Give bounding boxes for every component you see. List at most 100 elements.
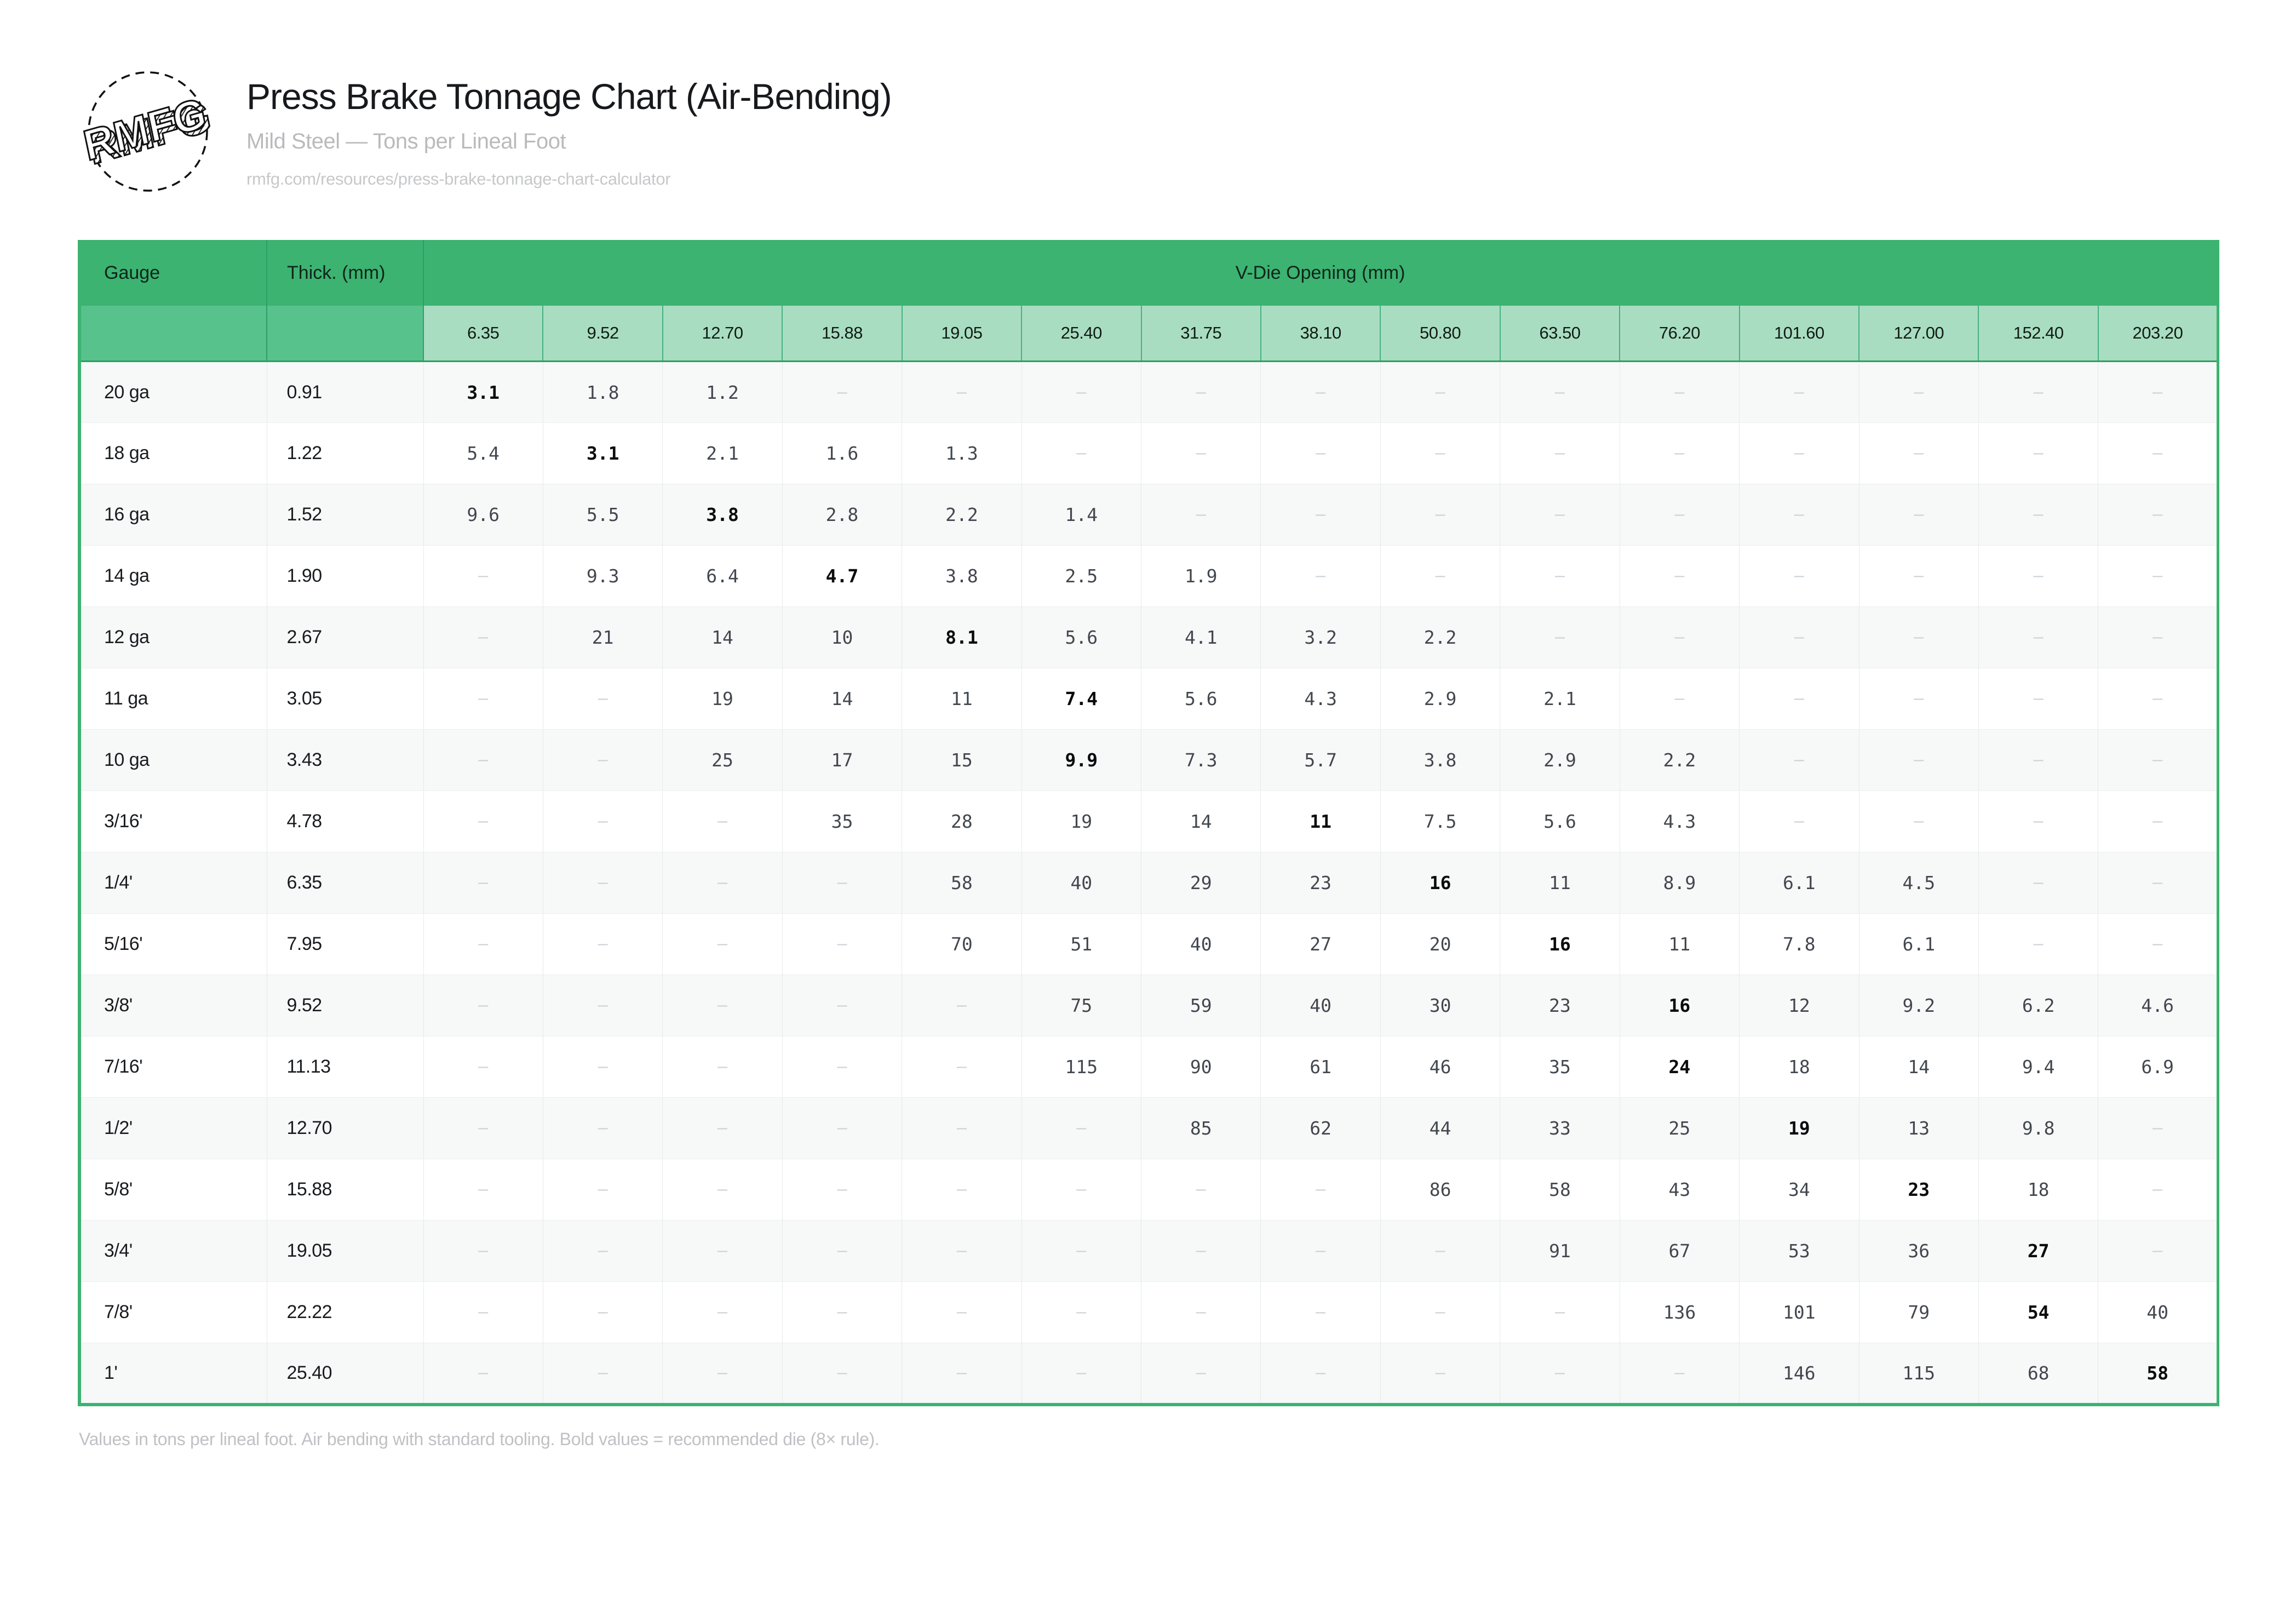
tonnage-cell: 8.9 <box>1620 852 1740 914</box>
tonnage-cell-empty: – <box>1739 422 1859 484</box>
tonnage-cell: 51 <box>1021 913 1142 975</box>
tonnage-cell: 5.6 <box>1141 668 1261 730</box>
tonnage-cell: 4.3 <box>1260 668 1381 730</box>
page-url: rmfg.com/resources/press-brake-tonnage-c… <box>246 169 671 188</box>
tonnage-cell: 5.6 <box>1500 790 1620 852</box>
tonnage-cell-empty: – <box>1739 545 1859 607</box>
tonnage-cell: 53 <box>1739 1220 1859 1282</box>
tonnage-cell-empty: – <box>2098 668 2218 730</box>
table-body: 20 ga 0.91 3.1 1.8 1.2– – – – – – – – – – – –18 ga 1.22 5… <box>79 361 2218 1405</box>
tonnage-cell-empty: – <box>1978 484 2099 546</box>
tonnage-cell-empty: – <box>2152 382 2163 402</box>
thickness-cell: 1.52 <box>267 484 424 546</box>
tonnage-cell-empty: – <box>1141 422 1261 484</box>
tonnage-cell: 5.6 <box>1021 606 1142 668</box>
tonnage-cell-empty: – <box>2098 606 2218 668</box>
tonnage-cell-empty: – <box>1260 361 1381 423</box>
tonnage-cell-empty: – <box>902 1097 1022 1159</box>
tonnage-cell-empty: – <box>1859 606 1979 668</box>
tonnage-cell: 7.8 <box>1739 913 1859 975</box>
tonnage-cell: 23 <box>1260 852 1381 914</box>
tonnage-cell-empty: – <box>423 1281 543 1343</box>
tonnage-cell-recommended: 7.4 <box>1021 668 1142 730</box>
tonnage-cell: 44 <box>1380 1097 1501 1159</box>
tonnage-cell-empty: – <box>1260 1281 1381 1343</box>
tonnage-cell-recommended: 9.9 <box>1021 729 1142 791</box>
tonnage-cell: 9.3 <box>543 545 663 607</box>
tonnage-cell-empty: – <box>543 1343 663 1405</box>
tonnage-cell: 40 <box>1141 913 1261 975</box>
tonnage-cell: 2.5 <box>1021 545 1142 607</box>
table-row: 1' 25.40– – – – – – – – – – –146 115 68 58 <box>79 1343 2218 1405</box>
tonnage-cell-empty: – <box>2098 545 2218 607</box>
tonnage-cell-empty: – <box>543 1159 663 1221</box>
tonnage-cell: 1.9 <box>1141 545 1261 607</box>
tonnage-cell-empty: – <box>902 361 1022 423</box>
tonnage-cell-empty: – <box>1978 606 2099 668</box>
tonnage-cell: 2.9 <box>1500 729 1620 791</box>
tonnage-cell: 4.3 <box>1620 790 1740 852</box>
table-row: 18 ga 1.22 5.4 3.1 2.1 1.6 1.3– – – – – – – – – – <box>79 422 2218 484</box>
title-block: Press Brake Tonnage Chart (Air-Bending) … <box>246 61 892 189</box>
tonnage-cell-recommended: 19 <box>1739 1097 1859 1159</box>
tonnage-cell-empty: – <box>1021 361 1142 423</box>
footnote: Values in tons per lineal foot. Air bend… <box>79 1429 880 1449</box>
tonnage-cell: 4.5 <box>1859 852 1979 914</box>
tonnage-cell-empty: – <box>1260 422 1381 484</box>
tonnage-cell-empty: – <box>902 1159 1022 1221</box>
thickness-cell: 1.90 <box>267 545 424 607</box>
tonnage-cell: 11 <box>1620 913 1740 975</box>
thickness-cell: 19.05 <box>267 1220 424 1282</box>
gauge-cell: 20 ga <box>79 361 267 423</box>
tonnage-cell: 23 <box>1500 975 1620 1036</box>
tonnage-cell-empty: – <box>543 1220 663 1282</box>
tonnage-cell: 115 <box>1021 1036 1142 1098</box>
tonnage-cell-empty: – <box>2098 913 2218 975</box>
tonnage-cell: 35 <box>1500 1036 1620 1098</box>
tonnage-cell: 33 <box>1500 1097 1620 1159</box>
tonnage-cell-recommended: 16 <box>1500 913 1620 975</box>
table-row: 14 ga 1.90–9.3 6.4 4.7 3.8 2.5 1.9– – – – – – – – <box>79 545 2218 607</box>
tonnage-cell: 62 <box>1260 1097 1381 1159</box>
tonnage-cell: 43 <box>1620 1159 1740 1221</box>
tonnage-cell-empty: – <box>662 1159 783 1221</box>
tonnage-cell-empty: – <box>1859 361 1979 423</box>
tonnage-cell-empty: – <box>662 975 783 1036</box>
tonnage-cell-empty: – <box>1620 422 1740 484</box>
tonnage-cell: 70 <box>902 913 1022 975</box>
tonnage-cell-recommended: 16 <box>1380 852 1501 914</box>
tonnage-cell: 85 <box>1141 1097 1261 1159</box>
thickness-cell: 25.40 <box>267 1343 424 1405</box>
die-opening-header: 12.70 <box>662 306 783 362</box>
tonnage-cell-empty: – <box>1739 790 1859 852</box>
tonnage-cell-empty: – <box>423 1036 543 1098</box>
die-opening-header: 31.75 <box>1141 306 1261 362</box>
die-opening-header: 101.60 <box>1739 306 1860 362</box>
tonnage-cell-empty: – <box>1859 484 1979 546</box>
gauge-cell: 1/2' <box>79 1097 267 1159</box>
tonnage-cell-empty: – <box>1021 1281 1142 1343</box>
tonnage-cell: 11 <box>1500 852 1620 914</box>
tonnage-cell: 58 <box>1500 1159 1620 1221</box>
tonnage-cell: 5.5 <box>543 484 663 546</box>
tonnage-cell-empty: – <box>1021 1159 1142 1221</box>
tonnage-cell-empty: – <box>2098 484 2218 546</box>
gauge-cell: 5/16' <box>79 913 267 975</box>
tonnage-cell: 1.6 <box>782 422 903 484</box>
tonnage-cell-empty: – <box>782 1159 903 1221</box>
tonnage-cell: 91 <box>1500 1220 1620 1282</box>
tonnage-cell-recommended: 54 <box>1978 1281 2099 1343</box>
doc-header: RMFG RMFG Press Brake Tonnage Chart (Air… <box>0 0 2296 202</box>
tonnage-cell-empty: – <box>1859 668 1979 730</box>
tonnage-cell: 61 <box>1260 1036 1381 1098</box>
table-row: 3/4' 19.05– – – – – – – – –91 67 53 36 27– <box>79 1220 2218 1282</box>
tonnage-cell-empty: – <box>1141 1281 1261 1343</box>
group-header-row: Gauge Thick. (mm) V-Die Opening (mm) <box>79 240 2218 306</box>
thickness-cell: 7.95 <box>267 913 424 975</box>
table-row: 10 ga 3.43– –25 17 15 9.9 7.3 5.7 3.8 2.9 2.2– – – – <box>79 729 2218 791</box>
gauge-cell: 7/8' <box>79 1281 267 1343</box>
tonnage-cell-recommended: 3.1 <box>543 422 663 484</box>
tonnage-cell-empty: – <box>423 606 543 668</box>
tonnage-cell: 14 <box>662 606 783 668</box>
tonnage-cell: 5.7 <box>1260 729 1381 791</box>
